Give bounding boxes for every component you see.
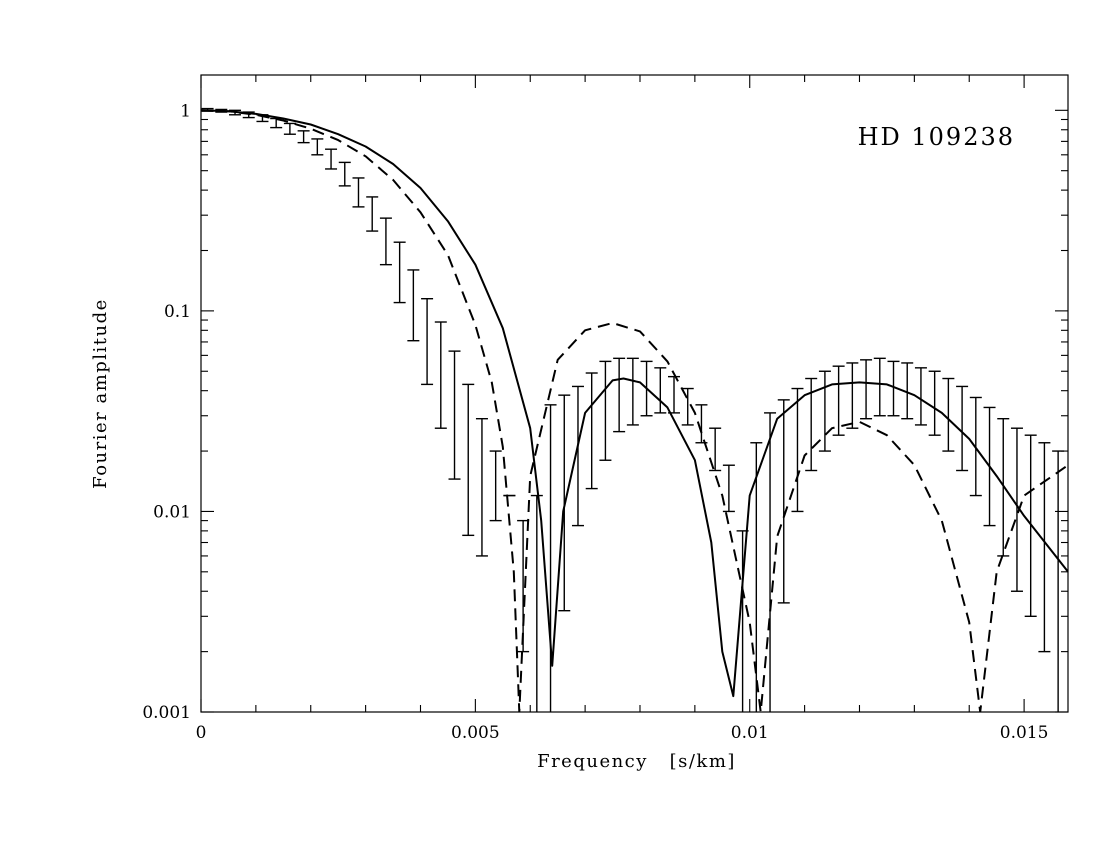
errorbar	[901, 362, 914, 420]
errorbar	[407, 269, 420, 342]
errorbar	[805, 377, 818, 472]
errorbar	[818, 370, 831, 452]
errorbar-layer	[201, 107, 1065, 712]
errorbar	[311, 138, 324, 156]
errorbar	[489, 450, 502, 522]
errorbar	[1052, 450, 1065, 712]
errorbar	[613, 357, 626, 433]
errorbar	[585, 372, 598, 490]
errorbar	[764, 412, 777, 712]
errorbar	[750, 442, 763, 712]
errorbar	[654, 367, 667, 414]
errorbar	[887, 360, 900, 417]
errorbar	[544, 404, 557, 712]
errorbar	[462, 383, 475, 537]
errorbar	[599, 360, 612, 461]
errorbar	[421, 298, 434, 386]
errorbar	[832, 365, 845, 436]
y-tick-label: 1	[180, 101, 191, 121]
tick-layer: 0 0.005 0.01 0.015 1 0.1 0.01 0.001	[142, 75, 1068, 743]
errorbar	[873, 357, 886, 417]
errorbar	[914, 367, 927, 426]
errorbar	[571, 385, 584, 527]
errorbar	[393, 241, 406, 304]
errorbar	[1010, 427, 1023, 592]
errorbar	[366, 196, 379, 232]
errorbar	[448, 350, 461, 480]
series-layer	[201, 109, 1068, 712]
errorbar	[722, 464, 735, 513]
errorbar	[777, 399, 790, 604]
errorbar	[352, 177, 365, 208]
errorbar	[668, 375, 681, 414]
y-axis-label: Fourier amplitude	[90, 298, 111, 489]
errorbar	[956, 385, 969, 472]
y-tick-label: 0.001	[142, 703, 191, 723]
dashed-model-line	[201, 109, 1068, 712]
errorbar	[379, 217, 392, 266]
y-tick-label: 0.01	[153, 502, 191, 522]
errorbar	[695, 404, 708, 444]
errorbar	[681, 387, 694, 426]
x-tick-label: 0	[196, 723, 207, 743]
errorbar	[338, 161, 351, 187]
errorbar	[928, 370, 941, 436]
errorbar	[530, 494, 543, 712]
x-tick-label: 0.01	[731, 723, 769, 743]
errorbar	[297, 130, 310, 144]
y-tick-label: 0.1	[164, 302, 191, 322]
errorbar	[283, 122, 296, 135]
errorbar	[1038, 442, 1051, 653]
x-tick-label: 0.015	[1000, 723, 1049, 743]
errorbar	[517, 519, 530, 653]
errorbar	[709, 427, 722, 472]
solid-fit-line	[201, 109, 1068, 698]
x-axis-label: Frequency [s/km]	[537, 751, 736, 772]
errorbar	[626, 357, 639, 426]
plot-frame	[200, 74, 1069, 713]
errorbar	[475, 418, 488, 557]
errorbar	[846, 362, 859, 429]
errorbar	[434, 321, 447, 429]
errorbar	[791, 387, 804, 513]
chart-annotation: HD 109238	[858, 123, 1015, 151]
errorbar	[325, 148, 338, 170]
errorbar	[942, 377, 955, 452]
x-tick-label: 0.005	[451, 723, 500, 743]
errorbar	[860, 359, 873, 420]
